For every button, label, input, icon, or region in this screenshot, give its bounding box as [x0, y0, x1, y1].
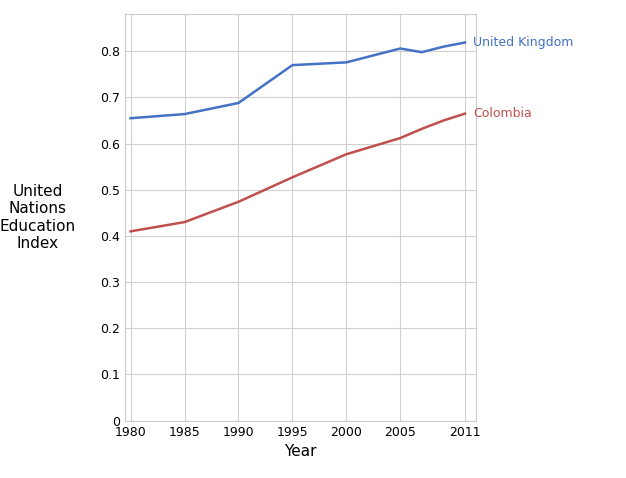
Text: United Kingdom: United Kingdom [473, 36, 573, 49]
Y-axis label: United
Nations
Education
Index: United Nations Education Index [0, 184, 76, 251]
X-axis label: Year: Year [284, 444, 317, 459]
Text: Colombia: Colombia [473, 107, 532, 120]
